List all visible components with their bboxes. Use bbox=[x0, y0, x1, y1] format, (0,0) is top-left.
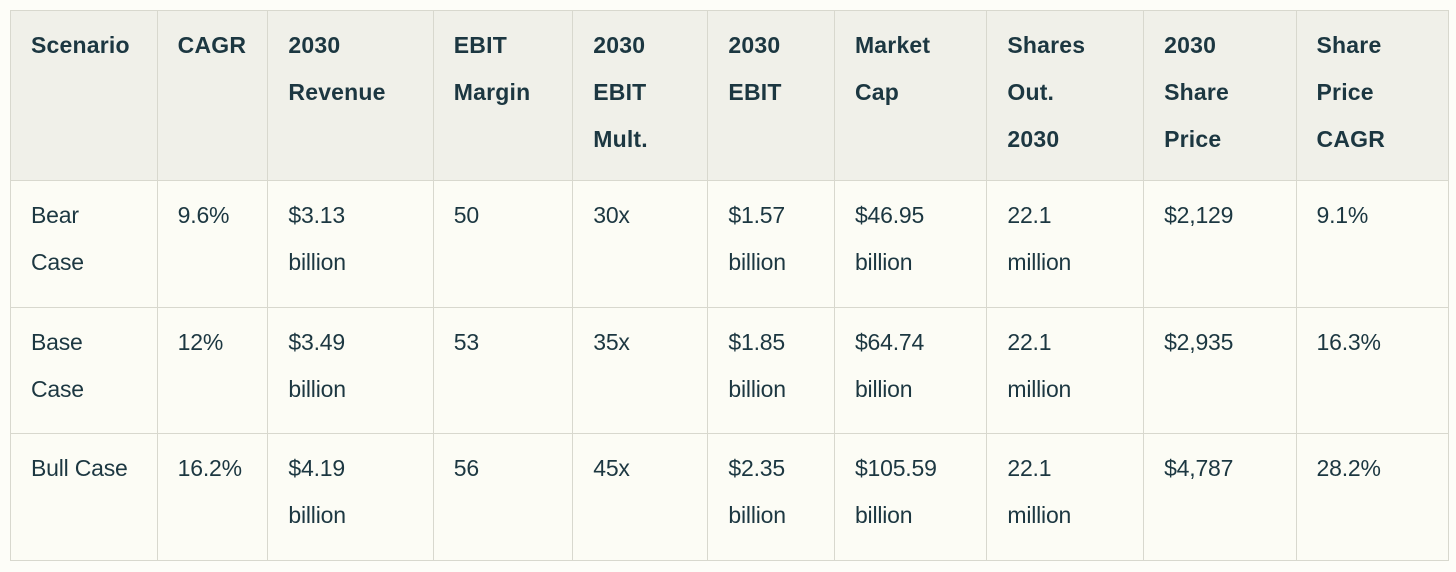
table-row-base-case: Base Case 12% $3.49 billion 53 35x $1.85… bbox=[10, 307, 1450, 434]
table-cell: $105.59 billion bbox=[833, 433, 988, 561]
table-cell: $2,935 bbox=[1143, 307, 1297, 434]
table-cell: 30x bbox=[572, 180, 709, 308]
table-row-bull-case: Bull Case 16.2% $4.19 billion 56 45x $2.… bbox=[10, 433, 1450, 561]
table-cell: 50 bbox=[432, 180, 574, 308]
table-cell: 12% bbox=[156, 307, 269, 434]
column-header-scenario: Scenario bbox=[10, 10, 158, 181]
column-header-share-price-cagr: Share Price CAGR bbox=[1295, 10, 1450, 181]
table-cell: $3.49 billion bbox=[267, 307, 434, 434]
table-cell: 22.1 million bbox=[986, 307, 1145, 434]
table-cell: $2,129 bbox=[1143, 180, 1297, 308]
table-cell: 53 bbox=[432, 307, 574, 434]
table-cell: 35x bbox=[572, 307, 709, 434]
table-cell: $1.57 billion bbox=[707, 180, 835, 308]
table-cell: 16.2% bbox=[156, 433, 269, 561]
table-cell: 45x bbox=[572, 433, 709, 561]
scenario-comparison-table: Scenario CAGR 2030 Revenue EBIT Margin 2… bbox=[10, 10, 1450, 561]
column-header-shares-out-2030: Shares Out. 2030 bbox=[986, 10, 1145, 181]
table-cell: 22.1 million bbox=[986, 180, 1145, 308]
table-cell: $4.19 billion bbox=[267, 433, 434, 561]
table-cell: $1.85 billion bbox=[707, 307, 835, 434]
column-header-2030-share-price: 2030 Share Price bbox=[1143, 10, 1297, 181]
column-header-2030-revenue: 2030 Revenue bbox=[267, 10, 434, 181]
table-cell: $46.95 billion bbox=[833, 180, 988, 308]
header-row: Scenario CAGR 2030 Revenue EBIT Margin 2… bbox=[10, 10, 1450, 181]
table-cell: 9.1% bbox=[1295, 180, 1450, 308]
column-header-market-cap: Market Cap bbox=[833, 10, 988, 181]
table-cell: $3.13 billion bbox=[267, 180, 434, 308]
column-header-2030-ebit-mult: 2030 EBIT Mult. bbox=[572, 10, 709, 181]
table-cell: 16.3% bbox=[1295, 307, 1450, 434]
table-cell: $64.74 billion bbox=[833, 307, 988, 434]
column-header-cagr: CAGR bbox=[156, 10, 269, 181]
table-row-bear-case: Bear Case 9.6% $3.13 billion 50 30x $1.5… bbox=[10, 180, 1450, 308]
table-header: Scenario CAGR 2030 Revenue EBIT Margin 2… bbox=[10, 10, 1450, 181]
table-cell: 28.2% bbox=[1295, 433, 1450, 561]
table-cell: 9.6% bbox=[156, 180, 269, 308]
table-body: Bear Case 9.6% $3.13 billion 50 30x $1.5… bbox=[10, 180, 1450, 561]
table-cell: 22.1 million bbox=[986, 433, 1145, 561]
table-cell: Base Case bbox=[10, 307, 158, 434]
table-cell: Bear Case bbox=[10, 180, 158, 308]
table-cell: $2.35 billion bbox=[707, 433, 835, 561]
column-header-2030-ebit: 2030 EBIT bbox=[707, 10, 835, 181]
table-cell: 56 bbox=[432, 433, 574, 561]
column-header-ebit-margin: EBIT Margin bbox=[432, 10, 574, 181]
table-cell: Bull Case bbox=[10, 433, 158, 561]
table-cell: $4,787 bbox=[1143, 433, 1297, 561]
